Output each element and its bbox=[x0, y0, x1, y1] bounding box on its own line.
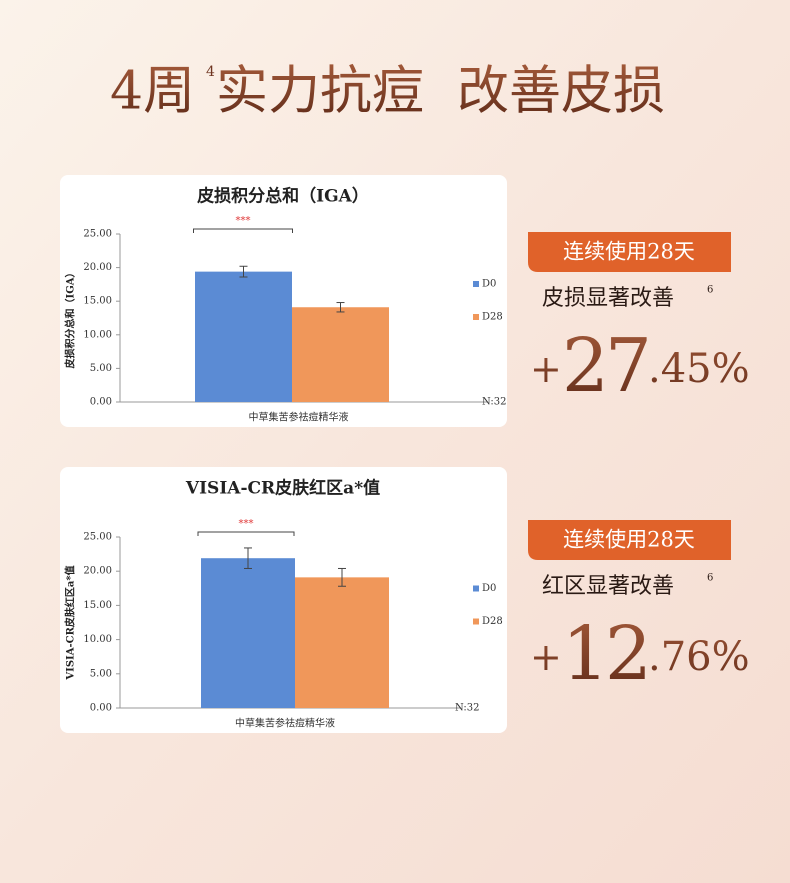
legend-swatch bbox=[473, 618, 479, 625]
legend-swatch bbox=[473, 585, 479, 592]
chart-title: VISIA-CR皮肤红区a*值 bbox=[185, 478, 380, 499]
bar bbox=[295, 577, 389, 708]
badge-bg bbox=[528, 520, 731, 560]
bar bbox=[201, 558, 295, 708]
y-tick-label: 10.00 bbox=[83, 634, 112, 645]
claim-note: 6 bbox=[707, 285, 713, 296]
stat: +12.76% bbox=[530, 611, 750, 697]
claim-note: 6 bbox=[707, 573, 713, 584]
y-tick-label: 10.00 bbox=[83, 329, 112, 340]
y-tick-label: 0.00 bbox=[90, 703, 112, 714]
stat-integer: 27 bbox=[562, 323, 648, 409]
legend-swatch bbox=[473, 314, 479, 320]
bar bbox=[195, 271, 292, 402]
badge-text: 连续使用28天 bbox=[563, 528, 695, 552]
significance-bracket bbox=[197, 531, 295, 536]
x-tick-label: 中草集苦参祛痘精华液 bbox=[249, 411, 349, 424]
legend-label: D0 bbox=[482, 279, 496, 290]
y-tick-label: 15.00 bbox=[83, 296, 112, 307]
y-tick-label: 0.00 bbox=[90, 397, 112, 408]
legend-label: D0 bbox=[482, 583, 496, 594]
stat: +27.45% bbox=[530, 323, 750, 409]
y-tick-label: 25.00 bbox=[83, 532, 112, 543]
stat-sign: + bbox=[530, 635, 562, 679]
legend-label: D28 bbox=[482, 312, 503, 323]
note: N:32 bbox=[482, 397, 507, 408]
y-tick-label: 25.00 bbox=[83, 229, 112, 240]
legend-swatch bbox=[473, 281, 479, 287]
y-tick-label: 15.00 bbox=[83, 600, 112, 611]
significance-bracket bbox=[193, 228, 293, 233]
stat-decimal: .76% bbox=[648, 634, 750, 680]
note: N:32 bbox=[455, 703, 480, 714]
y-tick-label: 5.00 bbox=[90, 363, 112, 374]
badge-bg bbox=[528, 232, 731, 272]
claim: 红区显著改善 bbox=[542, 574, 674, 599]
title-lead: 4周 bbox=[110, 62, 195, 122]
title-note: 4 bbox=[206, 64, 215, 80]
stat-decimal: .45% bbox=[648, 346, 750, 392]
y-tick-label: 5.00 bbox=[90, 668, 112, 679]
bar bbox=[292, 307, 389, 402]
y-tick-label: 20.00 bbox=[83, 262, 112, 273]
chart-title: 皮损积分总和（IGA） bbox=[197, 186, 369, 207]
y-axis-label: VISIA-CR皮肤红区a*值 bbox=[64, 565, 77, 680]
significance-label: *** bbox=[239, 519, 254, 530]
y-axis-label: 皮损积分总和（IGA） bbox=[64, 268, 77, 370]
badge-text: 连续使用28天 bbox=[563, 240, 695, 264]
stat-sign: + bbox=[530, 347, 562, 391]
significance-label: *** bbox=[236, 216, 251, 227]
y-tick-label: 20.00 bbox=[83, 566, 112, 577]
claim: 皮损显著改善 bbox=[542, 286, 674, 311]
legend-label: D28 bbox=[482, 616, 503, 627]
title-text: 实力抗痘 改善皮损 bbox=[216, 62, 665, 122]
stat-integer: 12 bbox=[562, 611, 648, 697]
x-tick-label: 中草集苦参祛痘精华液 bbox=[235, 717, 335, 730]
